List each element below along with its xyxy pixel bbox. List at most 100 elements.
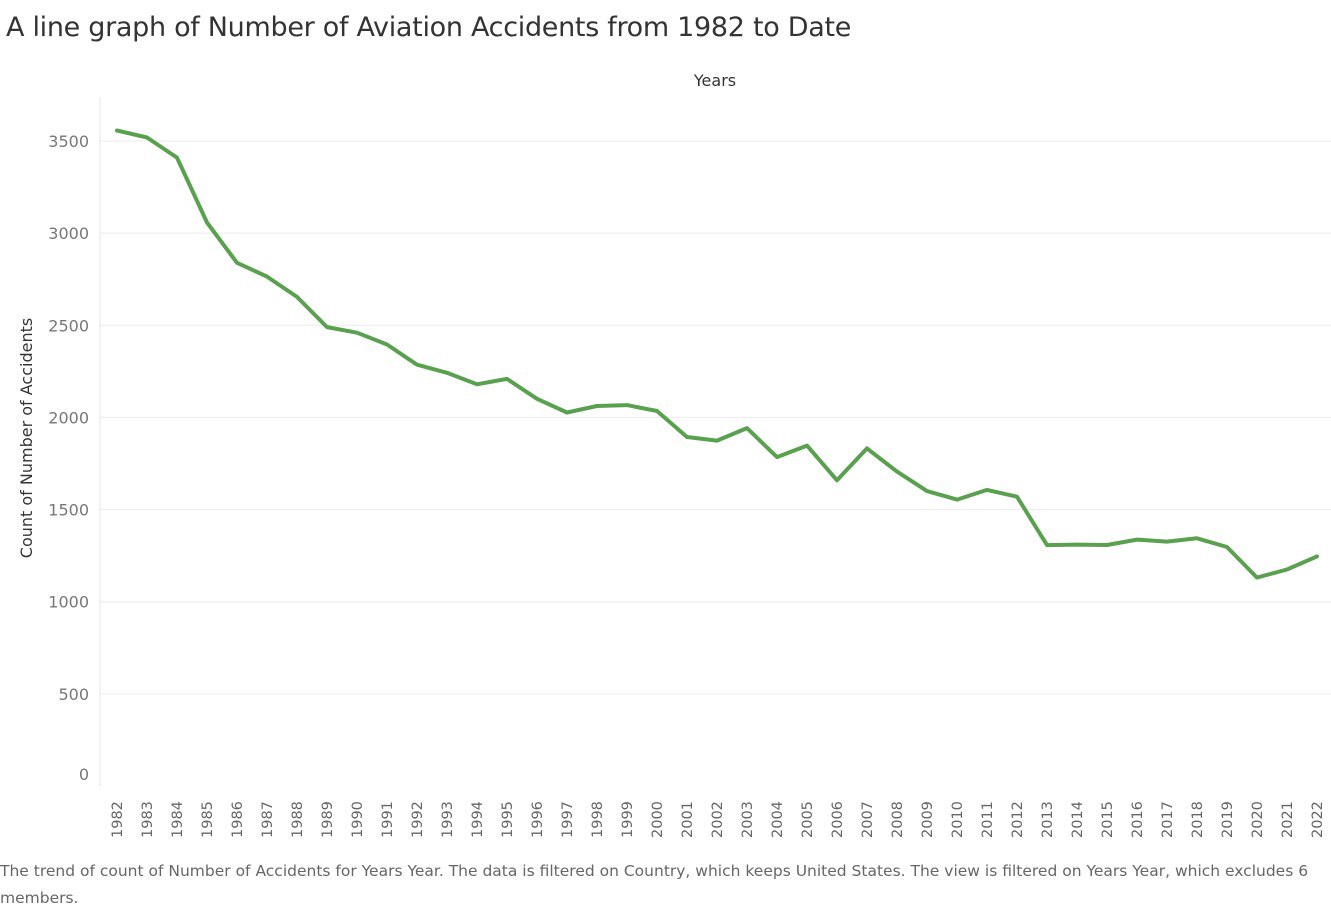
x-axis-title: Years (693, 71, 736, 90)
data-point (715, 439, 719, 443)
y-tick-label: 1500 (48, 501, 89, 520)
x-tick-label: 2018 (1190, 801, 1206, 838)
data-point (1135, 538, 1139, 542)
y-tick-label: 2500 (48, 316, 89, 335)
data-point (625, 403, 629, 407)
x-tick-label: 1991 (380, 801, 396, 838)
x-tick-label: 1983 (140, 801, 156, 838)
x-tick-label: 2017 (1160, 801, 1176, 838)
x-tick-label: 2008 (890, 801, 906, 838)
x-tick-label: 2020 (1250, 801, 1266, 838)
data-point (505, 377, 509, 381)
series-line (115, 128, 1319, 580)
x-tick-label: 1998 (590, 801, 606, 838)
y-tick-label: 3000 (48, 224, 89, 243)
x-axis-ticks: 1982 1983 1984 1985 1986 1987 1988 1989 1990 1991… (110, 801, 1326, 838)
data-point (145, 135, 149, 139)
x-tick-label: 2006 (830, 801, 846, 838)
data-point (775, 455, 779, 459)
y-axis-title: Count of Number of Accidents (17, 318, 36, 558)
data-point (745, 426, 749, 430)
gridlines (100, 140, 1331, 695)
x-tick-label: 2003 (740, 801, 756, 838)
data-point (1315, 554, 1319, 558)
data-point (985, 488, 989, 492)
data-point (1045, 543, 1049, 547)
data-point (205, 220, 209, 224)
x-tick-label: 1986 (230, 801, 246, 838)
data-point (565, 410, 569, 414)
x-tick-label: 1996 (530, 801, 546, 838)
y-tick-label: 0 (79, 765, 89, 784)
x-tick-label: 2014 (1070, 801, 1086, 838)
y-tick-label: 3500 (48, 132, 89, 151)
x-tick-label: 2000 (650, 801, 666, 838)
data-point (295, 295, 299, 299)
data-point (865, 446, 869, 450)
data-point (655, 409, 659, 413)
y-axis-ticks: 0 500 1000 1500 2000 2500 3000 3500 (48, 132, 89, 784)
x-tick-label: 2009 (920, 801, 936, 838)
data-point (235, 261, 239, 265)
x-tick-label: 2002 (710, 801, 726, 838)
data-point (595, 404, 599, 408)
x-tick-label: 1982 (110, 801, 126, 838)
x-tick-label: 2015 (1100, 801, 1116, 838)
data-point (805, 444, 809, 448)
x-tick-label: 1990 (350, 801, 366, 838)
x-tick-label: 2011 (980, 801, 996, 838)
data-point (355, 331, 359, 335)
y-tick-label: 500 (58, 685, 89, 704)
data-point (1015, 495, 1019, 499)
chart-caption: The trend of count of Number of Accident… (0, 862, 1309, 907)
x-tick-label: 1999 (620, 801, 636, 838)
data-point (175, 156, 179, 160)
data-point (1285, 567, 1289, 571)
x-tick-label: 2012 (1010, 801, 1026, 838)
data-point (925, 489, 929, 493)
data-point (1195, 536, 1199, 540)
data-point (1075, 543, 1079, 547)
x-tick-label: 2010 (950, 801, 966, 838)
x-tick-label: 2004 (770, 801, 786, 838)
x-tick-label: 1988 (290, 801, 306, 838)
y-tick-label: 1000 (48, 593, 89, 612)
x-tick-label: 1985 (200, 801, 216, 838)
data-point (895, 470, 899, 474)
data-point (955, 498, 959, 502)
data-point (115, 128, 119, 132)
data-point (535, 397, 539, 401)
x-tick-label: 1989 (320, 801, 336, 838)
x-tick-label: 1997 (560, 801, 576, 838)
data-point (1225, 545, 1229, 549)
data-point (325, 325, 329, 329)
data-point (475, 382, 479, 386)
x-tick-label: 2007 (860, 801, 876, 838)
data-point (265, 275, 269, 279)
data-point (415, 363, 419, 367)
page-title: A line graph of Number of Aviation Accid… (6, 12, 852, 43)
x-tick-label: 2016 (1130, 801, 1146, 838)
x-tick-label: 2013 (1040, 801, 1056, 838)
data-point (1165, 540, 1169, 544)
x-tick-label: 2022 (1310, 801, 1326, 838)
x-tick-label: 2019 (1220, 801, 1236, 838)
x-tick-label: 1984 (170, 801, 186, 838)
data-point (1105, 543, 1109, 547)
data-point (445, 371, 449, 375)
x-tick-label: 2001 (680, 801, 696, 838)
x-tick-label: 1993 (440, 801, 456, 838)
x-tick-label: 1995 (500, 801, 516, 838)
x-tick-label: 1994 (470, 801, 486, 838)
data-point (385, 342, 389, 346)
data-points (115, 128, 1319, 579)
data-point (1255, 576, 1259, 580)
x-tick-label: 2005 (800, 801, 816, 838)
x-tick-label: 1992 (410, 801, 426, 838)
x-tick-label: 2021 (1280, 801, 1296, 838)
data-point (835, 478, 839, 482)
y-tick-label: 2000 (48, 408, 89, 427)
x-tick-label: 1987 (260, 801, 276, 838)
data-point (685, 435, 689, 439)
